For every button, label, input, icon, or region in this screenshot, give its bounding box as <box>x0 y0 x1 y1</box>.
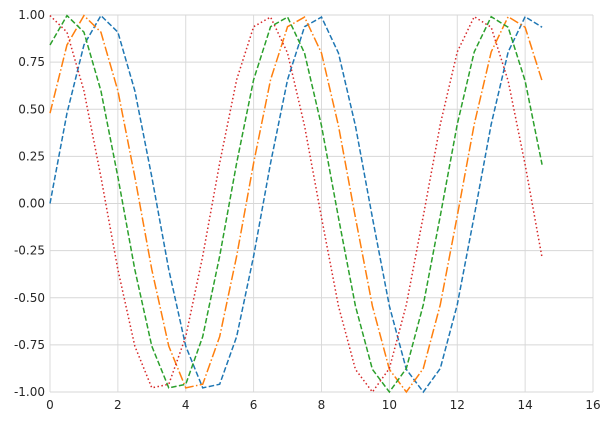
y-tick-label: 1.00 <box>18 8 45 22</box>
y-tick-label: 0.00 <box>18 197 45 211</box>
series-line-1 <box>49 14 543 394</box>
x-tick-label: 14 <box>517 398 532 412</box>
x-tick-label: 2 <box>114 398 122 412</box>
x-tick-label: 10 <box>382 398 397 412</box>
y-tick-labels: 1.00 0.75 0.50 0.25 0.00 -0.25 -0.50 -0.75 -1.00 <box>14 8 45 399</box>
x-tick-label: 12 <box>450 398 465 412</box>
x-tick-label: 8 <box>318 398 326 412</box>
y-tick-label: -0.50 <box>14 291 45 305</box>
y-tick-label: 0.50 <box>18 102 45 116</box>
series-line-3 <box>49 14 543 394</box>
grid <box>49 14 594 393</box>
x-tick-label: 16 <box>585 398 600 412</box>
series-line-4 <box>49 15 543 394</box>
series-group <box>49 14 543 394</box>
y-tick-label: 0.25 <box>18 149 45 163</box>
series-line-2 <box>49 14 543 394</box>
y-tick-label: -0.75 <box>14 338 45 352</box>
x-tick-label: 6 <box>250 398 258 412</box>
y-tick-label: -0.25 <box>14 244 45 258</box>
x-tick-label: 0 <box>46 398 54 412</box>
x-tick-labels: 0 2 4 6 8 10 12 14 16 <box>46 398 600 412</box>
y-tick-label: 0.75 <box>18 55 45 69</box>
y-tick-label: -1.00 <box>14 385 45 399</box>
x-tick-label: 4 <box>182 398 190 412</box>
